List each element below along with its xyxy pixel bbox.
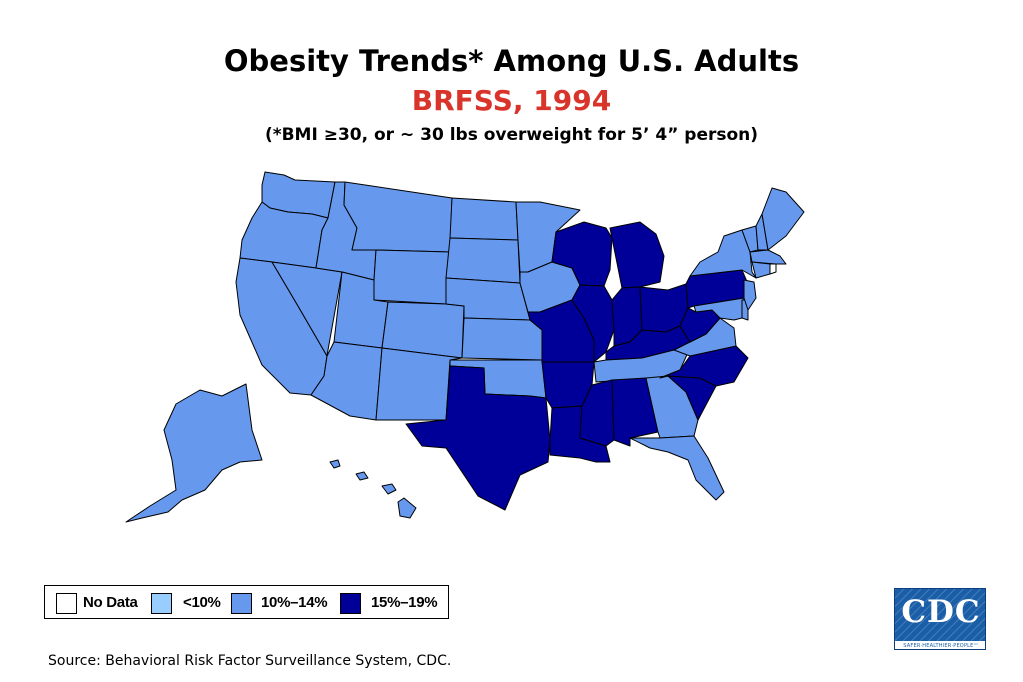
legend-swatch-under-10	[151, 593, 172, 614]
state-rhode-island	[769, 263, 777, 275]
source-note: Source: Behavioral Risk Factor Surveilla…	[48, 653, 452, 669]
state-illinois	[571, 284, 615, 363]
state-alaska	[125, 383, 263, 523]
map-title: Obesity Trends* Among U.S. Adults	[223, 44, 800, 78]
state-texas	[405, 365, 551, 511]
state-hawaii-oahu	[355, 471, 369, 481]
state-north-carolina	[659, 345, 749, 387]
logo-tagline: SAFER·HEALTHIER·PEOPLE™	[895, 641, 985, 649]
state-new-jersey	[743, 279, 757, 311]
cdc-logo: CDC SAFER·HEALTHIER·PEOPLE™	[894, 588, 986, 650]
state-south-dakota	[445, 237, 521, 284]
bmi-footnote: (*BMI ≥30, or ~ 30 lbs overweight for 5’…	[264, 125, 759, 145]
legend-swatch-no-data	[56, 593, 77, 614]
map-subtitle: BRFSS, 1994	[411, 84, 612, 117]
state-kansas	[461, 317, 543, 361]
logo-stripes	[895, 589, 985, 641]
legend-swatch-15-19	[340, 593, 361, 614]
state-hawaii	[397, 497, 417, 519]
state-wyoming	[373, 249, 451, 305]
legend: No Data <10% 10%–14% 15%–19%	[44, 585, 449, 619]
state-hawaii-maui	[381, 483, 397, 495]
state-maine	[761, 187, 805, 251]
state-florida	[629, 435, 725, 501]
state-michigan	[609, 221, 665, 289]
legend-swatch-10-14	[231, 593, 252, 614]
legend-label-under-10: <10%	[183, 594, 221, 611]
legend-label-no-data: No Data	[83, 594, 138, 611]
legend-label-15-19: 15%–19%	[371, 594, 438, 611]
state-wisconsin	[551, 221, 613, 287]
state-north-dakota	[449, 197, 519, 241]
logo-text: CDC	[901, 594, 981, 630]
legend-label-10-14: 10%–14%	[261, 594, 328, 611]
state-montana	[343, 181, 453, 253]
state-hawaii-kauai	[329, 459, 341, 469]
